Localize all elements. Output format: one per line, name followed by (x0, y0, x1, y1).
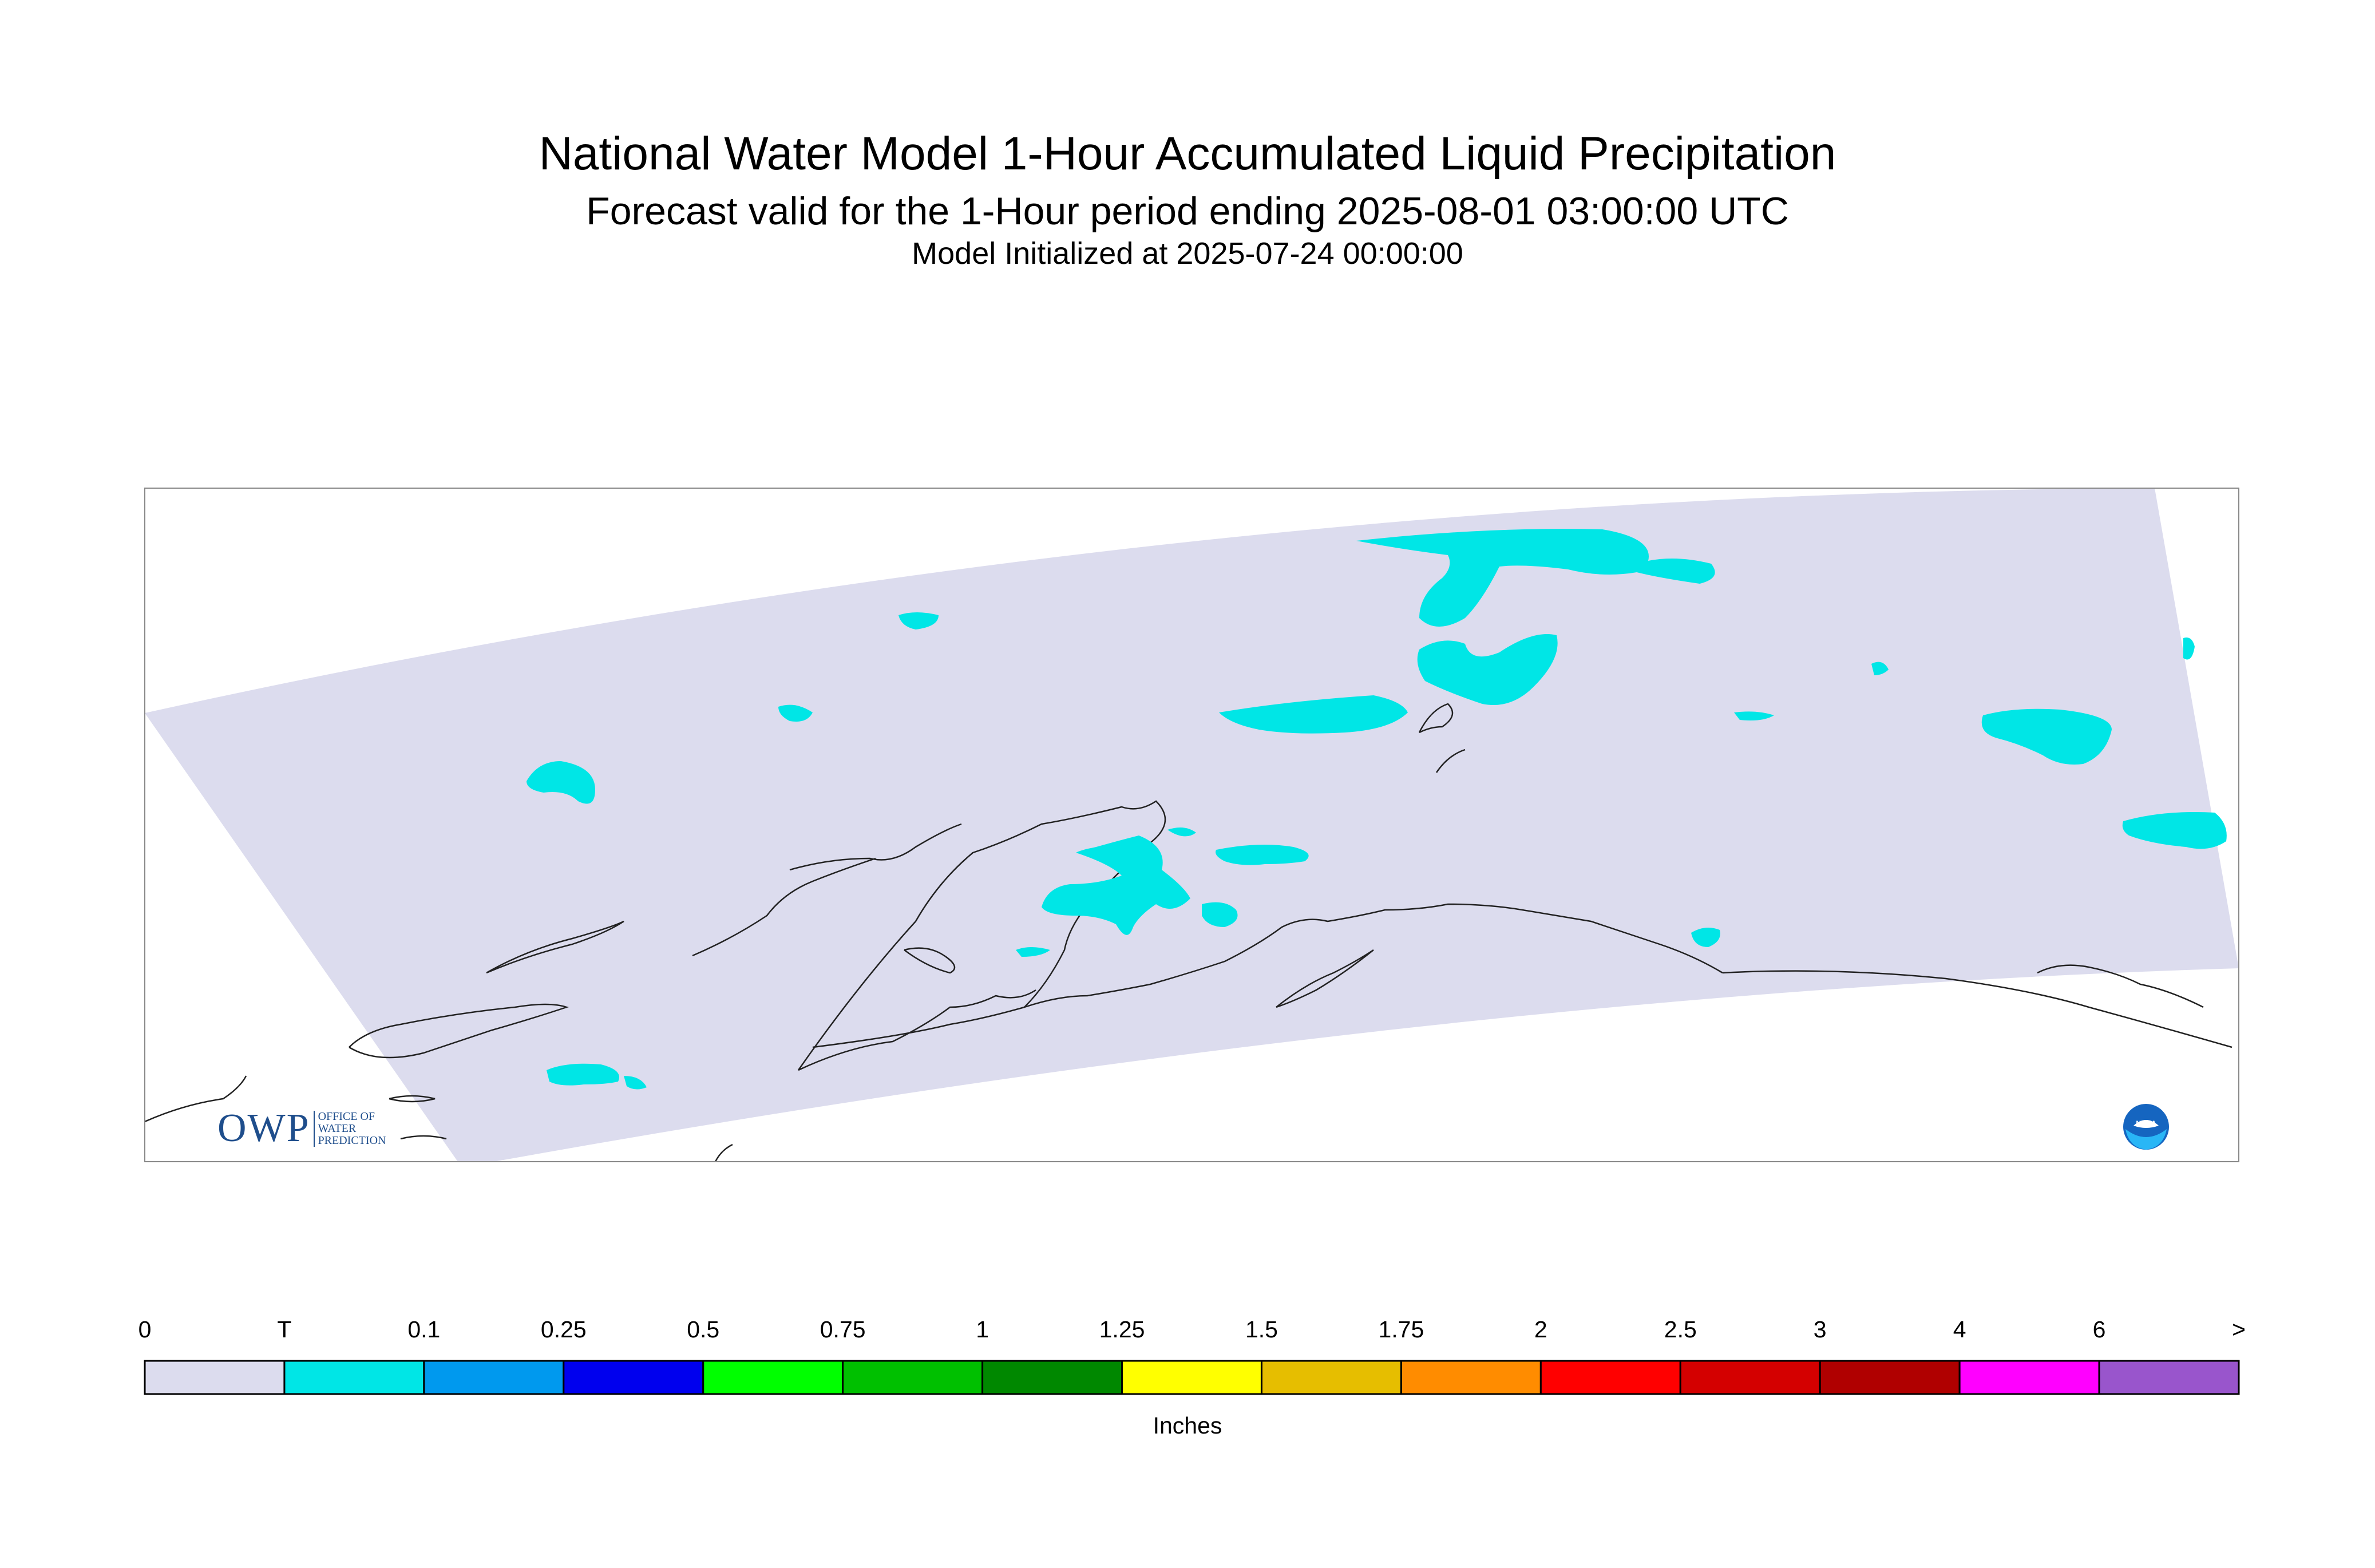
legend-color-box (1260, 1360, 1402, 1395)
owp-word-1: OFFICE OF (318, 1110, 375, 1123)
legend-color-box (1121, 1360, 1262, 1395)
legend-color-box (283, 1360, 425, 1395)
legend-tick-label: 0.75 (820, 1316, 866, 1343)
legend-units-label: Inches (1153, 1412, 1222, 1439)
legend-tick-label: 6 (2092, 1316, 2106, 1343)
legend-tick-label: 0.1 (407, 1316, 441, 1343)
legend-color-box (2098, 1360, 2240, 1395)
forecast-subtitle: Forecast valid for the 1-Hour period end… (586, 189, 1789, 233)
precipitation-areas (527, 529, 2227, 1090)
legend-tick-label: 1 (976, 1316, 989, 1343)
chart-title: National Water Model 1-Hour Accumulated … (539, 128, 1836, 180)
legend-tick-label: T (277, 1316, 292, 1343)
legend-tick-label: 1.25 (1099, 1316, 1145, 1343)
legend-tick-label: > (2232, 1316, 2246, 1343)
model-domain (145, 488, 2239, 1162)
legend-color-box (1819, 1360, 1961, 1395)
legend-color-box (981, 1360, 1123, 1395)
legend-color-box (1400, 1360, 1542, 1395)
legend-color-box (1958, 1360, 2100, 1395)
owp-logo-mark: OWP (217, 1106, 310, 1150)
owp-logo: OWP OFFICE OF WATER PREDICTION (217, 1106, 386, 1151)
legend-color-box (1679, 1360, 1821, 1395)
legend-tick-label: 4 (1953, 1316, 1966, 1343)
legend-color-box (1539, 1360, 1681, 1395)
legend-tick-label: 0.5 (687, 1316, 720, 1343)
owp-logo-words: OFFICE OF WATER PREDICTION (313, 1110, 386, 1147)
owp-word-3: PREDICTION (318, 1134, 386, 1147)
legend-tick-label: 3 (1813, 1316, 1827, 1343)
legend-tick-label: 1.5 (1245, 1316, 1278, 1343)
legend-tick-label: 0 (138, 1316, 152, 1343)
noaa-logo: NOAA (2123, 1104, 2169, 1150)
legend-tick-label: 2 (1534, 1316, 1547, 1343)
legend-tick-label: 2.5 (1664, 1316, 1697, 1343)
coastlines (144, 703, 2232, 1162)
legend-colorbar (144, 1360, 2240, 1395)
legend-color-box (423, 1360, 565, 1395)
legend-color-box (563, 1360, 704, 1395)
svg-text:NOAA: NOAA (2136, 1119, 2156, 1127)
legend-color-box (144, 1360, 286, 1395)
map-frame (144, 488, 2239, 1162)
legend-tick-label: 0.25 (540, 1316, 587, 1343)
init-subtitle: Model Initialized at 2025-07-24 00:00:00 (912, 236, 1463, 271)
legend-color-box (702, 1360, 844, 1395)
legend-color-box (842, 1360, 984, 1395)
legend-tick-label: 1.75 (1378, 1316, 1424, 1343)
owp-word-2: WATER (318, 1122, 357, 1135)
